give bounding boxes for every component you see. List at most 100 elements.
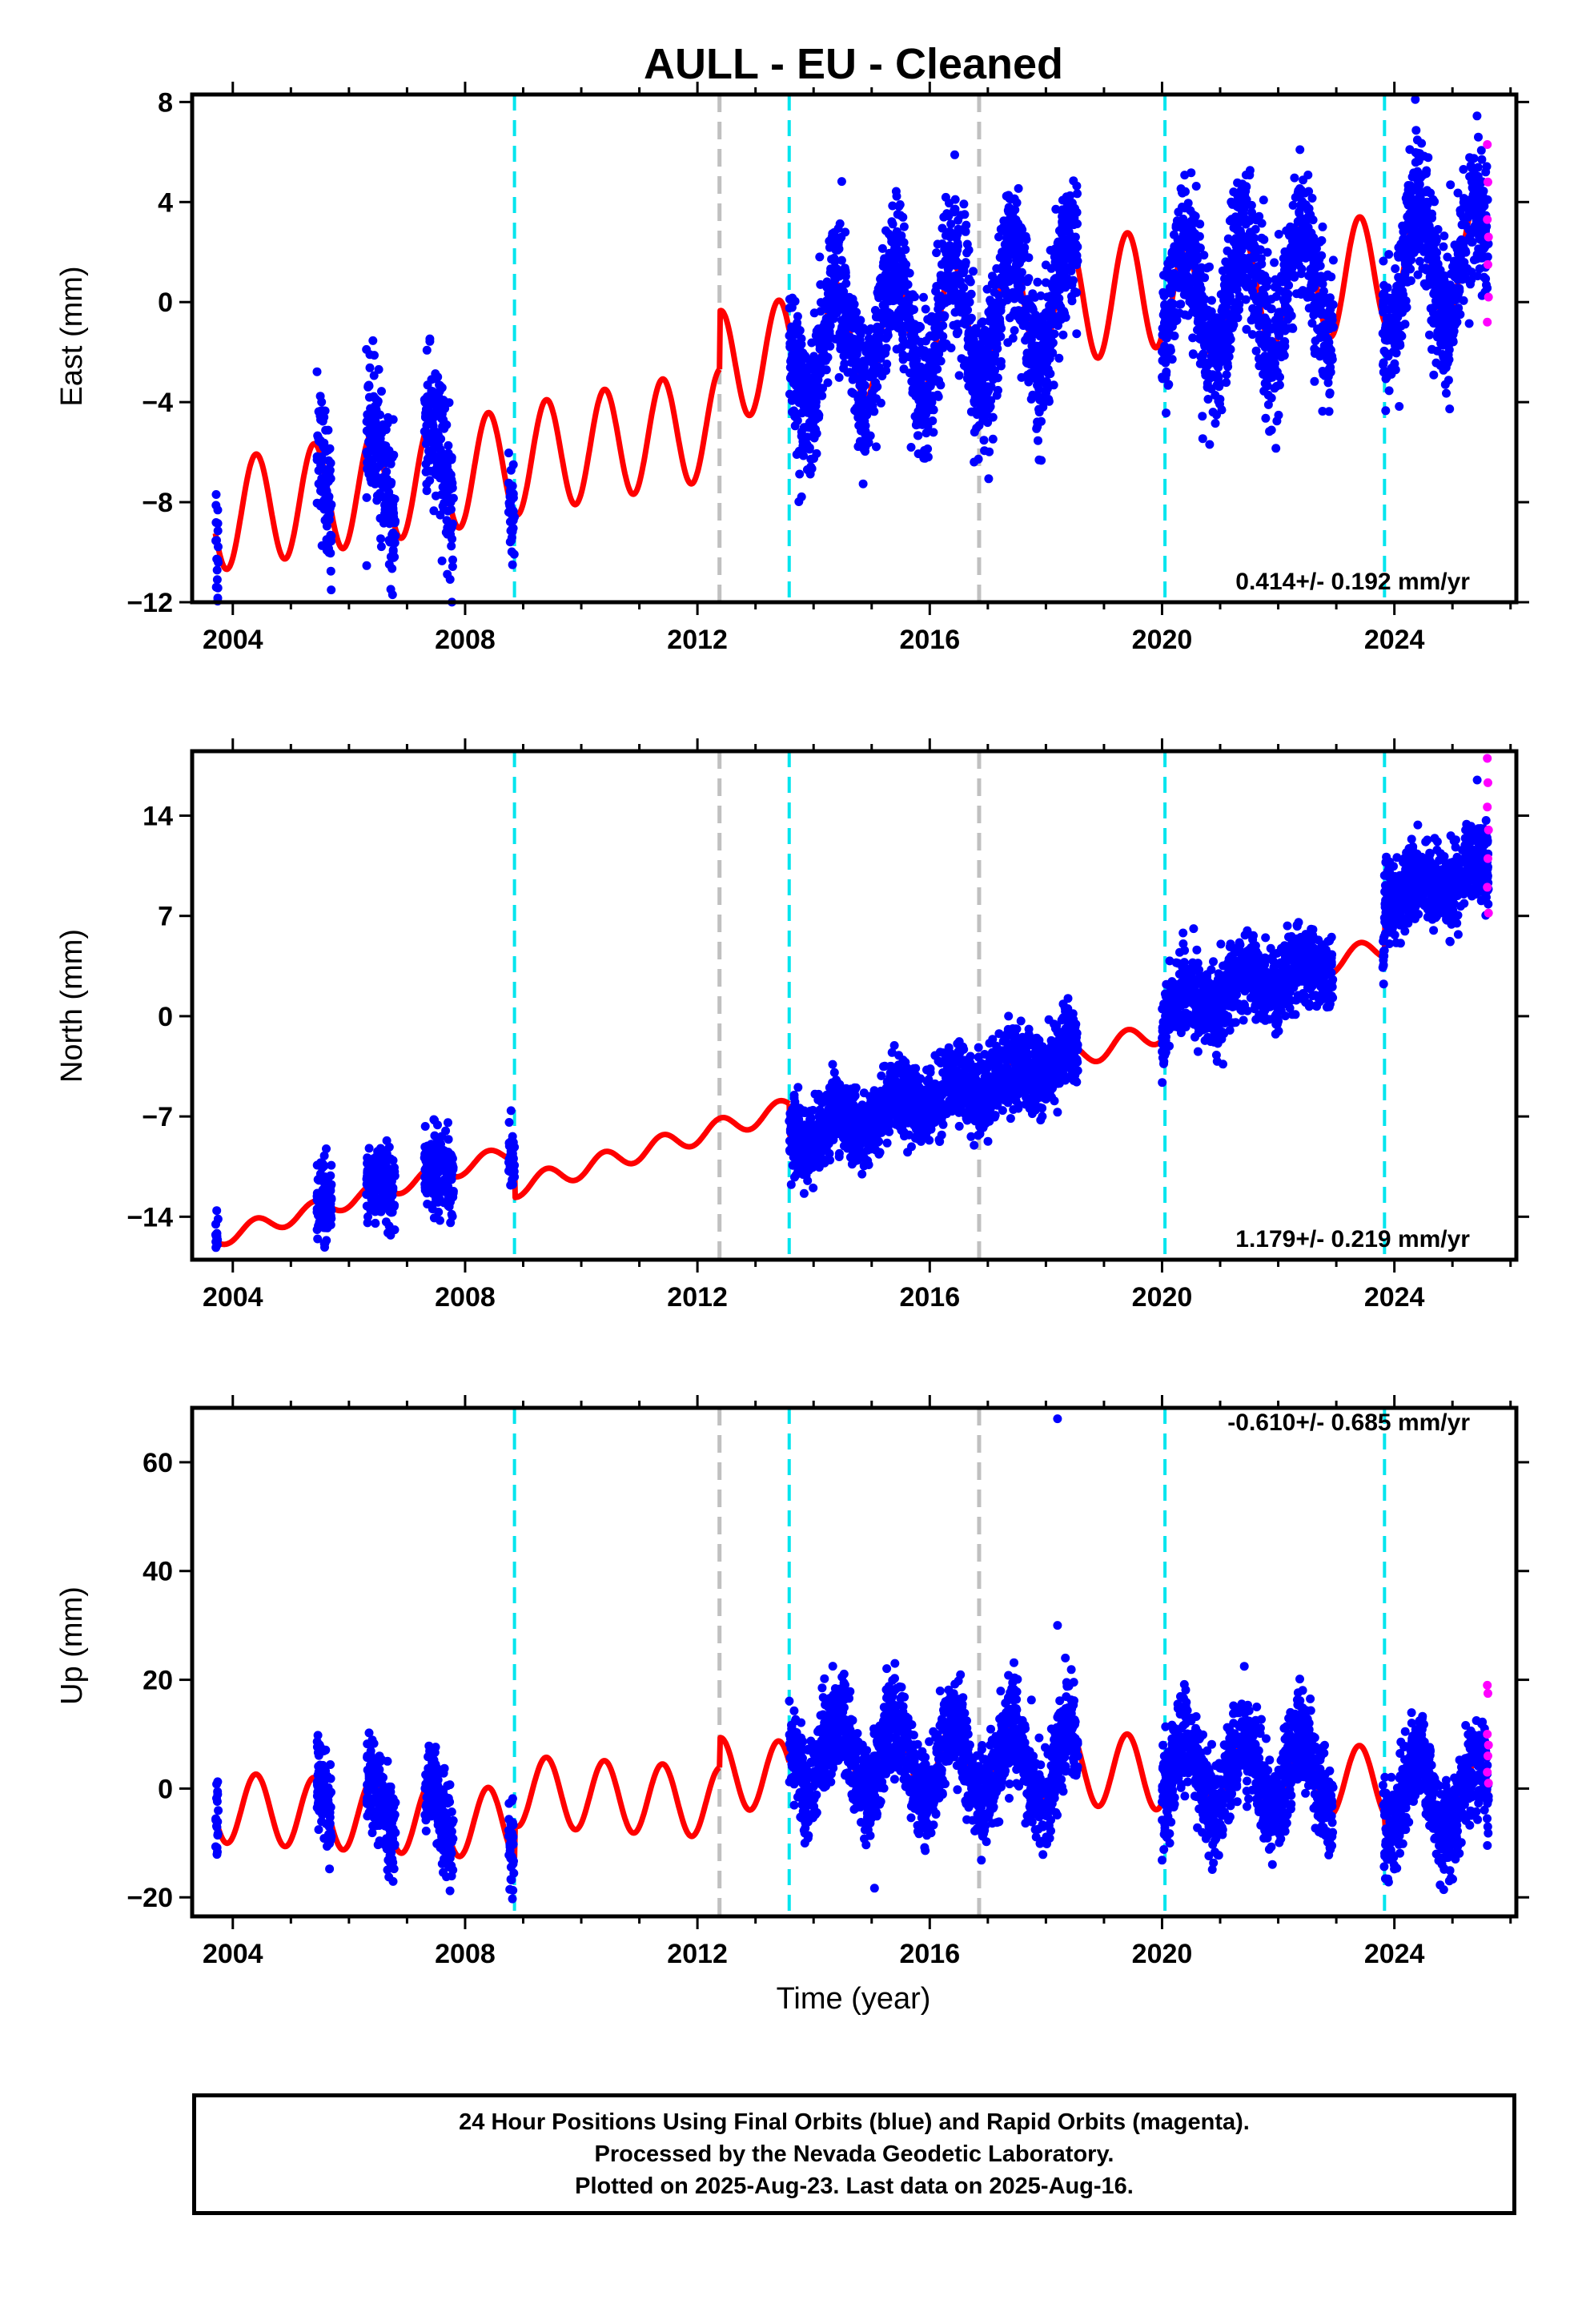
- east-final-point: [962, 220, 971, 230]
- east-final-point: [1255, 269, 1265, 279]
- east-final-point: [941, 192, 950, 202]
- east-final-point: [312, 367, 322, 376]
- east-final-point: [1223, 326, 1233, 336]
- east-final-point: [1193, 298, 1202, 307]
- east-final-point: [431, 369, 440, 379]
- east-final-point: [1262, 321, 1271, 331]
- east-final-point: [1198, 351, 1207, 360]
- east-final-point: [1393, 312, 1403, 322]
- east-final-point: [1405, 209, 1415, 219]
- east-final-point: [1036, 291, 1046, 300]
- east-final-point: [1482, 280, 1491, 290]
- east-final-point: [825, 302, 834, 312]
- east-final-point: [1433, 225, 1443, 234]
- north-final-point: [385, 1164, 395, 1174]
- east-final-point: [1201, 362, 1211, 372]
- east-final-point: [421, 404, 431, 414]
- east-final-point: [1055, 279, 1065, 288]
- east-final-point: [1398, 286, 1407, 296]
- east-final-point: [1290, 173, 1299, 183]
- east-final-point: [1037, 358, 1046, 368]
- east-rapid-point: [1483, 259, 1492, 269]
- east-final-point: [1270, 258, 1279, 267]
- east-final-point: [326, 549, 335, 558]
- east-final-point: [1460, 258, 1469, 267]
- east-final-point: [376, 542, 386, 552]
- east-final-point: [1307, 281, 1316, 290]
- east-final-point: [843, 368, 853, 377]
- east-final-point: [1425, 330, 1434, 340]
- east-final-point: [803, 432, 812, 442]
- east-final-point: [375, 410, 385, 420]
- east-final-point: [508, 481, 517, 491]
- east-final-point: [1285, 227, 1295, 236]
- east-final-point: [936, 271, 946, 280]
- east-final-point: [975, 360, 985, 369]
- east-final-point: [1429, 370, 1439, 380]
- east-final-point: [1047, 279, 1056, 288]
- east-final-point: [1005, 276, 1014, 286]
- east-final-point: [866, 324, 876, 333]
- east-final-point: [871, 380, 881, 390]
- east-final-point: [892, 191, 901, 201]
- east-final-point: [1255, 211, 1264, 221]
- east-final-point: [848, 375, 857, 384]
- east-final-point: [1288, 324, 1298, 333]
- east-final-point: [363, 450, 372, 460]
- east-final-point: [1439, 231, 1449, 241]
- east-final-point: [966, 277, 975, 287]
- east-final-point: [1221, 257, 1231, 267]
- east-final-point: [889, 270, 899, 279]
- east-final-point: [1215, 382, 1224, 392]
- east-final-point: [897, 231, 906, 240]
- east-final-point: [1310, 238, 1319, 247]
- east-final-point: [1420, 234, 1430, 243]
- east-final-point: [1211, 419, 1220, 428]
- east-final-point: [1445, 339, 1455, 348]
- east-final-point: [899, 364, 909, 374]
- east-final-point: [1426, 225, 1435, 235]
- east-final-point: [318, 416, 327, 426]
- east-final-point: [387, 477, 396, 487]
- east-final-point: [1042, 376, 1051, 386]
- east-final-point: [1049, 246, 1058, 255]
- east-final-point: [812, 327, 821, 336]
- east-final-point: [1218, 303, 1227, 312]
- east-final-point: [1042, 396, 1051, 405]
- east-final-point: [914, 382, 924, 392]
- east-final-point: [363, 411, 372, 420]
- east-final-point: [1291, 193, 1300, 202]
- east-final-point: [874, 310, 884, 319]
- east-xtick-label: 2016: [899, 625, 960, 655]
- east-final-point: [1023, 295, 1033, 304]
- north-final-point: [212, 1232, 222, 1241]
- east-final-point: [848, 295, 857, 304]
- east-xtick-label: 2008: [435, 625, 496, 655]
- east-final-point: [1288, 200, 1298, 210]
- east-final-point: [950, 204, 960, 214]
- east-final-point: [793, 312, 802, 321]
- east-final-point: [1197, 263, 1207, 272]
- east-final-point: [508, 460, 518, 469]
- east-final-point: [1406, 276, 1415, 285]
- east-final-point: [934, 304, 943, 314]
- east-final-point: [830, 241, 840, 250]
- east-final-point: [877, 243, 887, 253]
- east-final-point: [938, 321, 948, 330]
- east-final-point: [376, 534, 385, 544]
- east-final-point: [909, 361, 919, 371]
- east-final-point: [1291, 245, 1300, 255]
- east-final-point: [966, 326, 975, 336]
- east-final-point: [1284, 251, 1294, 261]
- east-final-point: [942, 283, 952, 292]
- east-final-point: [829, 280, 838, 290]
- east-final-point: [962, 248, 972, 258]
- east-final-point: [1304, 187, 1314, 196]
- east-final-point: [1218, 266, 1227, 275]
- north-final-point: [312, 1225, 322, 1234]
- east-final-point: [1399, 235, 1408, 243]
- east-final-point: [891, 248, 901, 258]
- east-final-point: [1328, 255, 1338, 265]
- east-final-point: [1215, 395, 1225, 404]
- east-final-point: [898, 335, 908, 344]
